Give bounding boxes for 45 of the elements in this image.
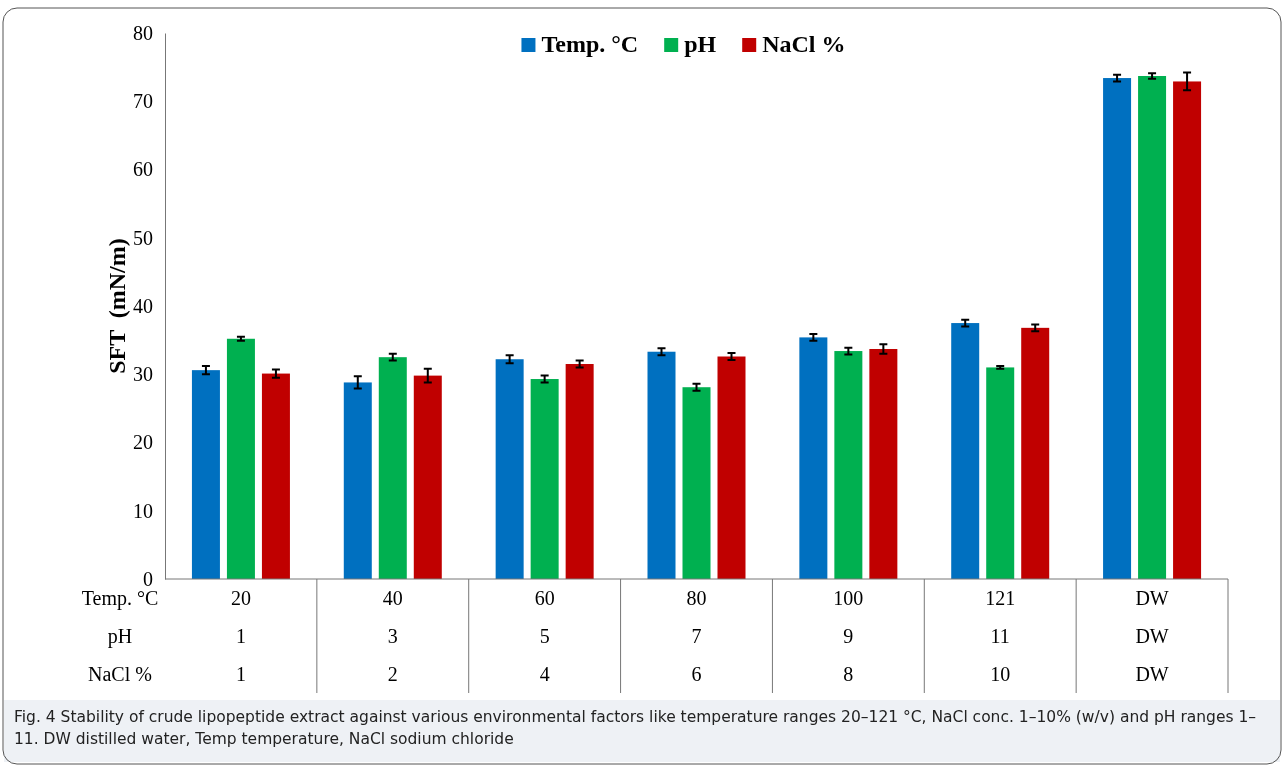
y-tick-label: 60 (133, 158, 153, 181)
y-tick-label: 0 (143, 567, 153, 590)
x-tick-label: 60 5 4 (534, 587, 555, 685)
bar (413, 375, 442, 579)
bar (495, 359, 524, 579)
bar (378, 357, 407, 579)
y-tick-label: 10 (133, 499, 153, 522)
x-tick-label: DW DW DW (1135, 587, 1169, 685)
bar (191, 370, 220, 579)
x-tick-label: 100 9 8 (833, 587, 864, 685)
bar (647, 351, 676, 579)
y-tick-label: 40 (133, 294, 153, 317)
x-tick-label: 20 1 1 (230, 587, 251, 685)
bar (799, 337, 828, 579)
bar (343, 382, 372, 579)
bar (869, 349, 898, 579)
x-tick-label: 80 7 6 (686, 587, 707, 685)
bar (951, 323, 980, 579)
bar (530, 379, 559, 579)
y-tick-label: 50 (133, 226, 153, 249)
bar (261, 373, 290, 579)
bar (1103, 78, 1132, 579)
y-tick-label: 30 (133, 363, 153, 386)
legend-label: NaCl % (762, 31, 846, 57)
bar (717, 356, 746, 579)
text: pH (107, 625, 133, 647)
bar (986, 367, 1015, 579)
text: NaCl % (88, 663, 152, 685)
bar (834, 351, 863, 579)
y-tick-label: 20 (133, 431, 153, 454)
bar (226, 338, 255, 579)
legend-label: Temp. °C (541, 31, 639, 57)
text: Temp. °C (81, 587, 159, 609)
caption: Fig. 4 Stability of crude lipopeptide extract against various environmental factors like temperature ranges 20–121 °C, NaCl conc. 1–10% (w/v) and pH ranges 1–11. DW distilled water, Temp temperature, NaCl sodium chloride (14, 707, 1258, 750)
legend-label: pH (684, 31, 717, 57)
y-tick-label: 70 (133, 90, 153, 113)
y-tick-label: 80 (133, 21, 153, 44)
bar (1173, 81, 1202, 579)
bar (1021, 327, 1050, 579)
bar (1138, 76, 1167, 579)
bar (682, 387, 711, 579)
y-axis-title: SFT (mN/m) (104, 238, 130, 374)
x-tick-label: 121 11 10 (985, 587, 1016, 685)
x-tick-label: 40 3 2 (382, 587, 403, 685)
bar (565, 364, 594, 579)
